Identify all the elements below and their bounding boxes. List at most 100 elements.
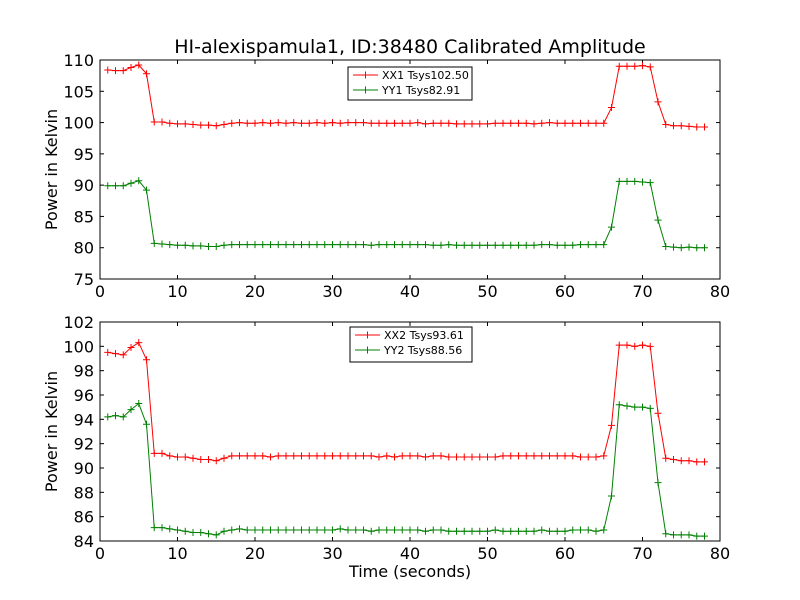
data-point — [305, 241, 313, 249]
data-point — [631, 62, 639, 70]
data-point — [127, 406, 135, 414]
data-point — [243, 526, 251, 534]
data-point — [538, 241, 546, 249]
data-point — [344, 241, 352, 249]
data-point — [290, 526, 298, 534]
data-point — [174, 120, 181, 128]
data-point — [623, 177, 631, 185]
data-point — [398, 526, 406, 534]
data-point — [150, 524, 158, 532]
data-point — [205, 121, 212, 129]
y-tick-label: 98 — [74, 362, 94, 381]
x-tick-label: 0 — [95, 544, 105, 563]
data-point — [391, 453, 398, 461]
data-point — [189, 454, 197, 462]
data-point — [212, 457, 220, 465]
data-point — [569, 526, 577, 534]
data-point — [577, 241, 584, 249]
data-point — [639, 403, 646, 411]
y-tick-label: 90 — [74, 459, 94, 478]
legend-marker — [364, 331, 371, 339]
data-point — [414, 119, 422, 127]
data-point — [143, 70, 150, 78]
series-yy1 — [104, 177, 708, 252]
data-point — [282, 526, 290, 534]
data-point — [499, 527, 507, 535]
data-point — [398, 452, 406, 460]
data-point — [499, 452, 507, 460]
data-point — [646, 404, 654, 412]
data-point — [383, 241, 391, 249]
data-point — [158, 118, 166, 126]
data-point — [236, 452, 243, 460]
data-point — [654, 409, 662, 417]
legend: XX2 Tsys93.61 YY2 Tsys88.56 — [349, 326, 473, 363]
data-point — [104, 182, 112, 190]
y-axis-label: Power in Kelvin — [42, 109, 61, 230]
data-point — [391, 241, 398, 249]
y-tick-label: 100 — [63, 337, 94, 356]
x-tick-label: 20 — [245, 544, 265, 563]
data-point — [212, 242, 220, 250]
data-point — [383, 119, 391, 127]
data-point — [174, 241, 181, 249]
data-point — [701, 458, 708, 466]
data-point — [592, 453, 600, 461]
data-point — [166, 119, 174, 127]
data-point — [127, 64, 135, 72]
x-axis-label: Time (seconds) — [348, 562, 471, 581]
y-tick-label: 105 — [63, 82, 94, 101]
data-point — [600, 526, 608, 534]
data-point — [670, 531, 677, 539]
data-point — [414, 241, 422, 249]
data-point — [228, 119, 236, 127]
data-point — [530, 241, 538, 249]
data-point — [352, 241, 360, 249]
data-point — [515, 527, 522, 535]
data-point — [375, 119, 383, 127]
data-point — [476, 120, 484, 128]
data-point — [274, 452, 282, 460]
x-tick-label: 10 — [167, 544, 187, 563]
y-tick-label: 95 — [74, 145, 94, 164]
legend-marker — [364, 346, 371, 354]
data-point — [414, 452, 422, 460]
y-tick-label: 110 — [63, 51, 94, 70]
data-point — [414, 526, 422, 534]
data-point — [205, 530, 212, 538]
series-yy2 — [104, 400, 708, 540]
data-point — [305, 526, 313, 534]
data-point — [522, 452, 530, 460]
data-point — [383, 526, 391, 534]
data-point — [538, 119, 546, 127]
data-point — [290, 119, 298, 127]
data-point — [429, 241, 437, 249]
x-tick-label: 70 — [632, 544, 652, 563]
data-point — [476, 527, 484, 535]
data-point — [166, 525, 174, 533]
data-point — [677, 244, 685, 252]
data-point — [631, 403, 639, 411]
data-point — [406, 526, 414, 534]
data-point — [615, 341, 623, 349]
data-point — [251, 119, 259, 127]
data-point — [174, 453, 181, 461]
data-point — [189, 242, 197, 250]
legend-frame — [349, 326, 473, 363]
data-point — [197, 528, 205, 536]
data-point — [251, 526, 259, 534]
data-point — [437, 452, 445, 460]
y-tick-label: 94 — [74, 410, 94, 429]
data-point — [360, 241, 367, 249]
data-point — [584, 241, 592, 249]
data-point — [453, 453, 460, 461]
data-point — [112, 350, 119, 358]
data-point — [484, 527, 491, 535]
data-point — [600, 119, 608, 127]
data-point — [119, 351, 127, 359]
data-point — [600, 241, 608, 249]
data-point — [693, 123, 701, 131]
x-tick-label: 70 — [632, 282, 652, 301]
data-point — [321, 241, 329, 249]
data-point — [212, 122, 220, 130]
